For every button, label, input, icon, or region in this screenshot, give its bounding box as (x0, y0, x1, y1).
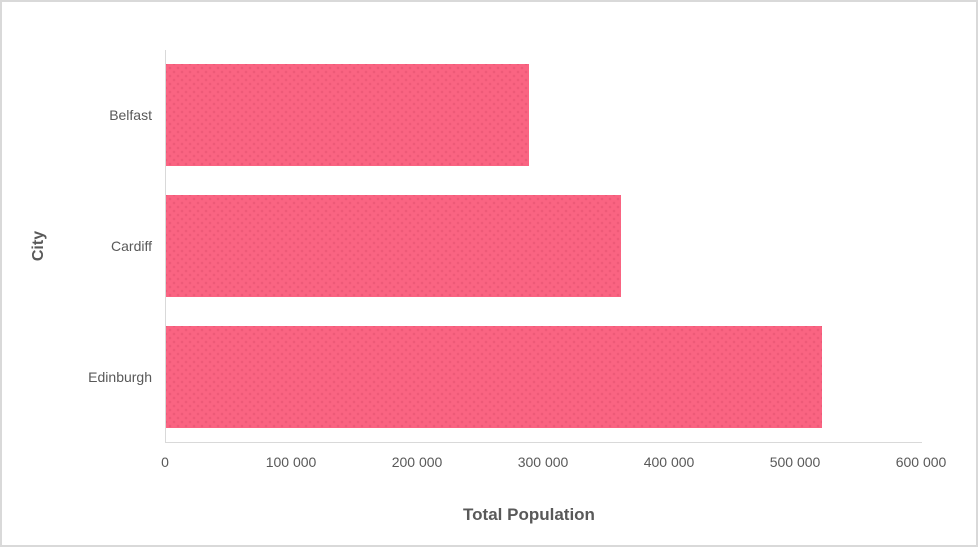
category-label-belfast: Belfast (109, 107, 152, 124)
x-axis-title: Total Population (463, 505, 595, 524)
category-label-edinburgh: Edinburgh (88, 368, 152, 385)
x-tick-label-200000: 200 000 (391, 454, 443, 470)
bar-cardiff (166, 195, 622, 297)
x-axis-line (165, 442, 922, 443)
bar-track (165, 64, 922, 167)
bar-row-belfast: Belfast (2, 50, 922, 181)
category-label-cardiff: Cardiff (111, 238, 152, 254)
x-tick-label-400000: 400 000 (643, 454, 695, 470)
y-axis-line (165, 50, 166, 442)
bar-track (165, 195, 922, 297)
x-tick-label-500000: 500 000 (769, 454, 821, 470)
bar-row-cardiff: Cardiff (2, 181, 922, 312)
plot-area: Belfast Cardiff Edinburgh (2, 50, 922, 442)
x-tick-label-0: 0 (161, 454, 169, 470)
bar-track (165, 325, 922, 428)
x-tick-label-600000: 600 000 (895, 454, 947, 470)
x-tick-label-100000: 100 000 (265, 454, 317, 470)
bar-row-edinburgh: Edinburgh (2, 311, 922, 442)
bar-edinburgh (166, 325, 823, 428)
x-tick-label-300000: 300 000 (517, 454, 569, 470)
x-axis-ticks: 0 100 000 200 000 300 000 400 000 500 00… (2, 454, 976, 474)
bar-belfast (166, 64, 530, 167)
